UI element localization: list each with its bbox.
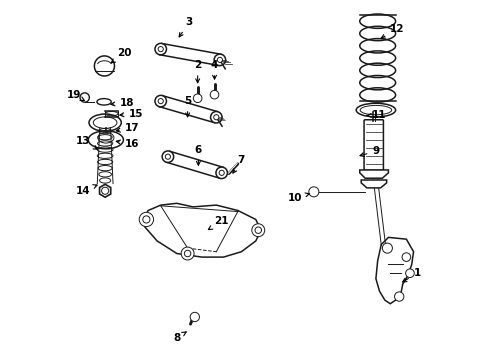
Text: 11: 11	[367, 111, 387, 121]
Text: 14: 14	[75, 185, 97, 196]
Circle shape	[382, 243, 392, 253]
Polygon shape	[160, 44, 221, 66]
Text: 4: 4	[211, 60, 218, 79]
Circle shape	[210, 90, 219, 99]
Circle shape	[181, 247, 194, 260]
Text: 17: 17	[116, 123, 139, 133]
Circle shape	[101, 187, 109, 194]
Text: 20: 20	[111, 48, 132, 63]
Polygon shape	[99, 184, 111, 197]
FancyBboxPatch shape	[364, 120, 383, 170]
Text: 2: 2	[194, 60, 201, 83]
Circle shape	[252, 224, 265, 237]
Circle shape	[158, 99, 163, 104]
Circle shape	[95, 56, 115, 76]
Text: 9: 9	[360, 146, 379, 157]
Text: 5: 5	[184, 96, 191, 117]
Polygon shape	[159, 96, 218, 123]
Text: 15: 15	[120, 109, 143, 119]
Polygon shape	[166, 151, 223, 178]
Polygon shape	[361, 180, 387, 188]
Circle shape	[394, 292, 404, 301]
Circle shape	[190, 312, 199, 321]
Text: 16: 16	[116, 139, 139, 149]
Circle shape	[155, 43, 167, 55]
Circle shape	[139, 212, 153, 226]
Circle shape	[194, 94, 202, 103]
Circle shape	[402, 253, 411, 261]
Circle shape	[155, 95, 167, 107]
Circle shape	[158, 46, 163, 52]
Text: 6: 6	[195, 144, 202, 165]
Circle shape	[143, 216, 150, 223]
Text: 13: 13	[75, 136, 98, 149]
Circle shape	[219, 170, 224, 175]
Circle shape	[255, 227, 262, 233]
Text: 12: 12	[381, 24, 405, 38]
Text: 18: 18	[111, 98, 134, 108]
Text: 21: 21	[208, 216, 229, 230]
Circle shape	[184, 250, 191, 257]
Text: 19: 19	[67, 90, 84, 100]
Polygon shape	[143, 203, 261, 257]
Circle shape	[165, 154, 171, 159]
Polygon shape	[376, 237, 414, 304]
Circle shape	[80, 93, 89, 102]
Circle shape	[214, 115, 219, 120]
Text: 3: 3	[179, 17, 193, 37]
Circle shape	[216, 167, 227, 179]
Text: 10: 10	[288, 193, 309, 203]
Polygon shape	[360, 170, 389, 178]
Circle shape	[406, 269, 414, 278]
Circle shape	[162, 151, 173, 162]
Circle shape	[309, 187, 319, 197]
Text: 7: 7	[233, 155, 245, 173]
Circle shape	[214, 54, 225, 66]
Circle shape	[211, 112, 222, 123]
Text: 1: 1	[403, 268, 421, 282]
Circle shape	[218, 57, 222, 62]
Text: 8: 8	[173, 332, 186, 343]
